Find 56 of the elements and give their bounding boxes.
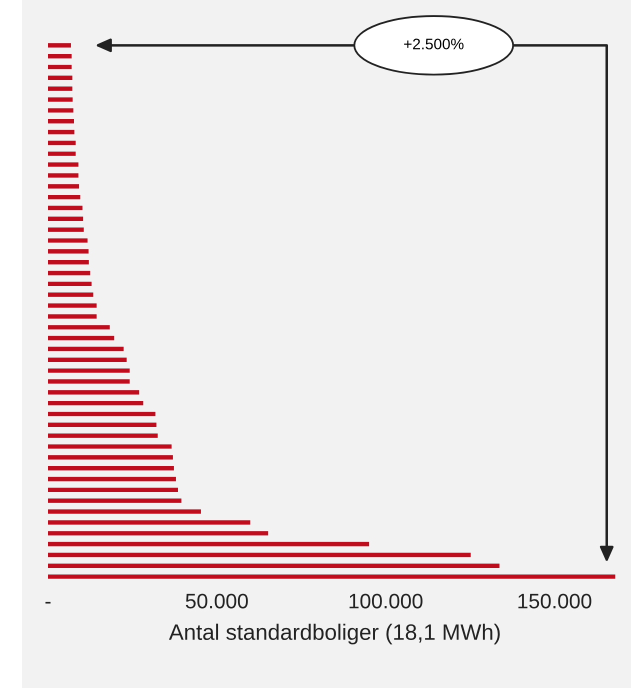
bar — [48, 184, 80, 188]
bar — [48, 314, 97, 319]
bar — [48, 368, 130, 373]
bar — [48, 249, 89, 254]
bar — [48, 227, 84, 232]
bar — [48, 152, 76, 156]
bar — [48, 358, 127, 362]
bar — [48, 564, 500, 568]
x-tick-label: - — [45, 602, 51, 604]
bar — [48, 476, 176, 482]
bar — [48, 390, 140, 394]
bar — [48, 282, 92, 286]
bar — [48, 76, 72, 80]
x-tick-label: 50.000 — [186, 594, 248, 608]
bar — [48, 216, 84, 221]
annotation: +2.500% — [404, 38, 464, 50]
bar — [48, 412, 156, 416]
x-tick-label: 100.000 — [350, 594, 422, 608]
bar — [48, 292, 94, 297]
bar — [48, 520, 250, 525]
bar — [48, 498, 182, 503]
bar — [48, 119, 74, 124]
bar — [48, 574, 616, 579]
bar — [48, 64, 72, 70]
bar — [48, 488, 178, 492]
bar — [48, 434, 158, 438]
bar — [48, 336, 114, 340]
bar — [48, 260, 89, 264]
bar — [48, 400, 144, 406]
x-axis-title: Antal standardboliger (18,1 MWh) — [168, 624, 500, 644]
bar — [48, 422, 156, 427]
x-tick-label: 150.000 — [518, 594, 592, 608]
bar — [48, 130, 74, 134]
bar — [48, 162, 78, 167]
bar — [48, 325, 110, 330]
bar — [48, 43, 71, 48]
bar — [48, 531, 268, 536]
bar — [48, 97, 73, 102]
bar — [48, 108, 74, 113]
bar — [48, 54, 72, 58]
bar — [48, 466, 174, 470]
bar — [48, 542, 370, 546]
bar — [48, 206, 82, 210]
bar — [48, 379, 130, 384]
bar — [48, 303, 97, 308]
bar — [48, 444, 172, 449]
bar — [48, 552, 471, 558]
bar — [48, 509, 201, 514]
bar — [48, 346, 124, 352]
bar — [48, 455, 173, 460]
bar — [48, 270, 90, 276]
bar — [48, 140, 76, 146]
bar — [48, 194, 80, 200]
bar — [48, 173, 78, 178]
bar — [48, 238, 88, 243]
bar — [48, 86, 72, 91]
